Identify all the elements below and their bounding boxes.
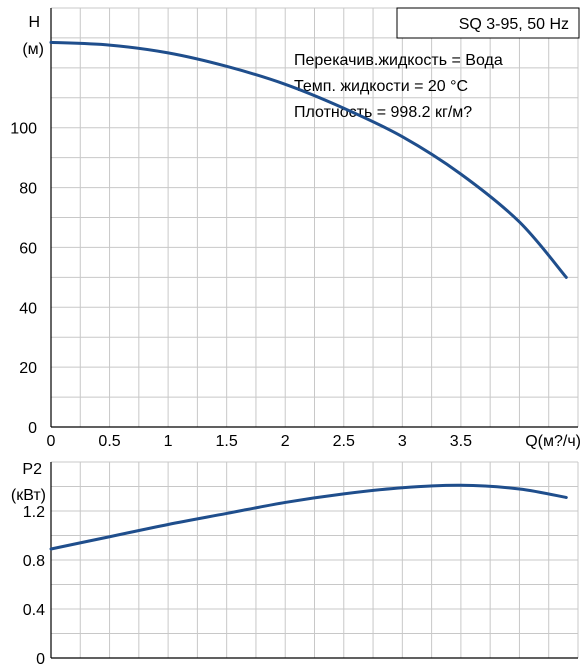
power-curve-line [49,483,568,551]
flow-x-tick-label: 3.5 [450,433,472,450]
flow-x-tick-label: 1 [164,433,173,450]
annotation-liquid: Перекачив.жидкость = Вода [294,52,503,69]
annotation-density: Плотность = 998.2 кг/м? [294,104,472,121]
flow-x-tick-label: 3 [398,433,407,450]
chart-title: SQ 3-95, 50 Hz [459,16,569,33]
power-axis-unit: (кВт) [11,487,46,504]
title-box [396,7,580,39]
flow-x-tick-label: 0 [47,433,56,450]
power-y-tick-label: 0.8 [23,553,45,570]
power-y-tick-label: 1.2 [23,504,45,521]
power-y-tick-label: 0 [36,651,45,668]
flow-axis-title: Q(м?/ч) [525,433,581,450]
head-plot-axes [50,8,578,428]
flow-x-tick-label: 0.5 [98,433,120,450]
power-curve-series [49,483,568,551]
power-plot-tick-labels: 0 0.4 0.8 1.2 [23,504,45,668]
head-y-tick-label: 80 [19,181,37,198]
power-plot-axes [50,462,578,659]
power-axis-symbol: P2 [22,461,42,478]
power-y-tick-label: 0.4 [23,602,45,619]
head-axis-symbol: H [28,14,40,31]
head-axis-unit: (м) [22,41,44,58]
annotation-temperature: Темп. жидкости = 20 °C [294,78,468,95]
flow-x-tick-label: 2 [281,433,290,450]
head-plot-tick-labels: 0 20 40 60 80 100 0 0.5 1 1.5 2 2.5 3 3.5 [10,121,472,450]
head-y-tick-label: 20 [19,360,37,377]
head-y-tick-label: 100 [10,121,37,138]
head-plot-grid [51,7,579,427]
head-curve-line [49,40,568,279]
power-plot-grid [51,461,579,658]
head-y-tick-label: 60 [19,240,37,257]
flow-x-tick-label: 1.5 [216,433,238,450]
head-y-tick-label: 0 [28,420,37,437]
head-curve-series [49,40,568,279]
flow-x-tick-label: 2.5 [333,433,355,450]
head-y-tick-label: 40 [19,300,37,317]
